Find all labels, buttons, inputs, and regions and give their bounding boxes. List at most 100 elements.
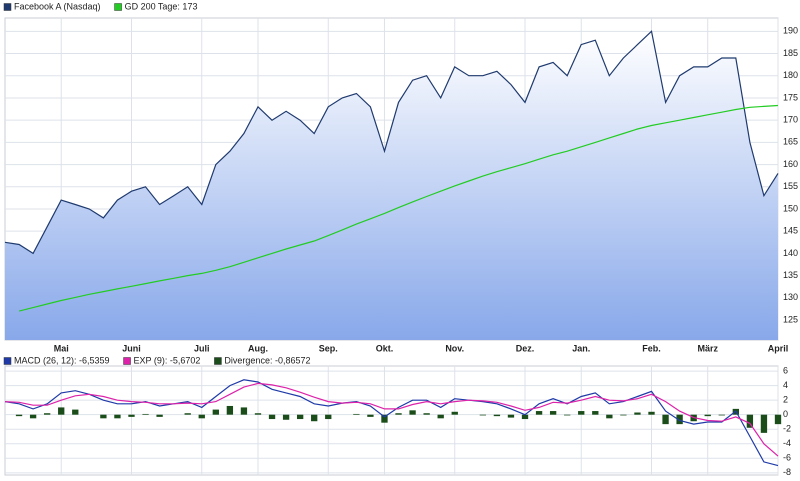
bar — [184, 413, 191, 415]
bar — [437, 414, 444, 419]
y-tick-label: 145 — [783, 226, 798, 236]
bar — [44, 413, 51, 415]
y-tick-label: -8 — [783, 467, 791, 477]
x-tick-label: Feb. — [642, 343, 661, 353]
x-tick-label: Dez. — [516, 343, 535, 353]
bar — [578, 411, 585, 415]
y-tick-label: 2 — [783, 395, 788, 405]
bar — [493, 414, 501, 417]
bar — [606, 414, 613, 419]
bar — [353, 413, 360, 415]
y-tick-label: 190 — [783, 26, 798, 36]
y-tick-label: 135 — [783, 270, 798, 280]
bar — [718, 414, 725, 416]
bar — [15, 414, 23, 417]
y-tick-label: -2 — [783, 424, 791, 434]
y-tick-label: 160 — [783, 159, 798, 169]
y-tick-label: 130 — [783, 292, 798, 302]
bar — [774, 414, 782, 425]
bar — [535, 411, 543, 415]
y-tick-label: 0 — [783, 409, 788, 419]
legend-label: Facebook A (Nasdaq) — [14, 1, 101, 11]
y-tick-label: 175 — [783, 92, 798, 102]
bar — [479, 414, 487, 416]
bar — [704, 414, 711, 417]
y-tick-label: 180 — [783, 70, 798, 80]
bar — [564, 414, 571, 416]
y-tick-label: 165 — [783, 137, 798, 147]
legend-swatch — [114, 3, 122, 11]
bar — [423, 413, 430, 415]
plot-frame — [4, 365, 779, 476]
bar — [72, 409, 79, 415]
line — [18, 104, 779, 312]
bar — [381, 414, 388, 423]
bar — [128, 414, 135, 417]
legend-label: GD 200 Tage: 173 — [125, 1, 198, 11]
x-tick-label: Nov. — [445, 343, 464, 353]
bar — [29, 414, 37, 419]
bar — [212, 409, 219, 415]
bar — [592, 411, 599, 415]
bar — [142, 413, 149, 415]
legend-label: Divergence: -0,86572 — [224, 355, 310, 365]
bar — [521, 414, 529, 420]
bar — [760, 414, 768, 433]
bar — [198, 414, 205, 419]
area — [5, 31, 778, 341]
legend-label: MACD (26, 12): -6,5359 — [14, 355, 110, 365]
legend-swatch — [3, 357, 12, 365]
bar — [268, 414, 276, 420]
x-tick-label: Okt. — [376, 343, 394, 353]
bar — [226, 405, 234, 415]
y-tick-label: -6 — [783, 453, 791, 463]
y-tick-label: 4 — [783, 380, 788, 390]
x-tick-label: April — [768, 343, 789, 353]
bar — [676, 414, 683, 425]
bar — [746, 414, 754, 428]
y-tick-label: -4 — [783, 438, 791, 448]
bar — [311, 414, 318, 422]
bar — [549, 411, 557, 415]
line — [4, 379, 779, 467]
bar — [367, 414, 374, 417]
bar — [620, 414, 627, 416]
bar — [282, 414, 290, 420]
bar — [662, 414, 669, 425]
bar — [254, 413, 262, 415]
bar — [451, 411, 458, 415]
bar — [325, 414, 332, 420]
y-tick-label: 140 — [783, 248, 798, 258]
bar — [156, 414, 163, 417]
bar — [648, 411, 655, 415]
x-tick-label: Mai — [54, 343, 69, 353]
bar — [114, 414, 121, 419]
y-tick-label: 170 — [783, 115, 798, 125]
y-tick-label: 150 — [783, 203, 798, 213]
x-tick-label: Juni — [122, 343, 141, 353]
bar — [409, 410, 416, 415]
x-tick-label: Aug. — [248, 343, 268, 353]
x-tick-label: Jan. — [572, 343, 590, 353]
legend-swatch — [3, 3, 12, 11]
bar — [395, 413, 402, 415]
legend-label: EXP (9): -5,6702 — [134, 355, 201, 365]
bar — [634, 412, 641, 415]
y-tick-label: 155 — [783, 181, 798, 191]
line — [4, 30, 779, 255]
legend-swatch — [123, 357, 131, 365]
y-tick-label: 125 — [783, 314, 798, 324]
x-tick-label: März — [697, 343, 718, 353]
line — [4, 382, 779, 457]
bar — [507, 414, 515, 418]
legend-swatch — [214, 357, 222, 365]
bar — [240, 407, 248, 415]
y-tick-label: 6 — [783, 365, 788, 375]
y-tick-label: 185 — [783, 48, 798, 58]
x-tick-label: Sep. — [319, 343, 338, 353]
x-tick-label: Juli — [194, 343, 210, 353]
bar — [100, 414, 107, 419]
bar — [296, 414, 304, 420]
bar — [58, 407, 65, 415]
